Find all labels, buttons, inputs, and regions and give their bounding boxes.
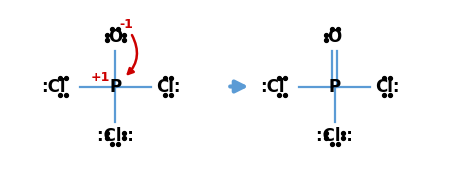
Text: P: P bbox=[328, 78, 341, 95]
Text: P: P bbox=[109, 78, 122, 95]
Text: :Cl: :Cl bbox=[260, 78, 284, 95]
Text: -1: -1 bbox=[119, 17, 133, 31]
FancyArrowPatch shape bbox=[128, 35, 137, 74]
Text: :Cl: :Cl bbox=[41, 78, 65, 95]
Text: :Cl :: :Cl : bbox=[97, 127, 134, 145]
Text: :Cl :: :Cl : bbox=[316, 127, 353, 145]
Text: O: O bbox=[328, 28, 342, 46]
Text: +1: +1 bbox=[90, 71, 110, 84]
FancyArrowPatch shape bbox=[230, 81, 244, 92]
Text: Cl:: Cl: bbox=[375, 78, 400, 95]
Text: Cl:: Cl: bbox=[156, 78, 180, 95]
Text: O: O bbox=[108, 28, 122, 46]
